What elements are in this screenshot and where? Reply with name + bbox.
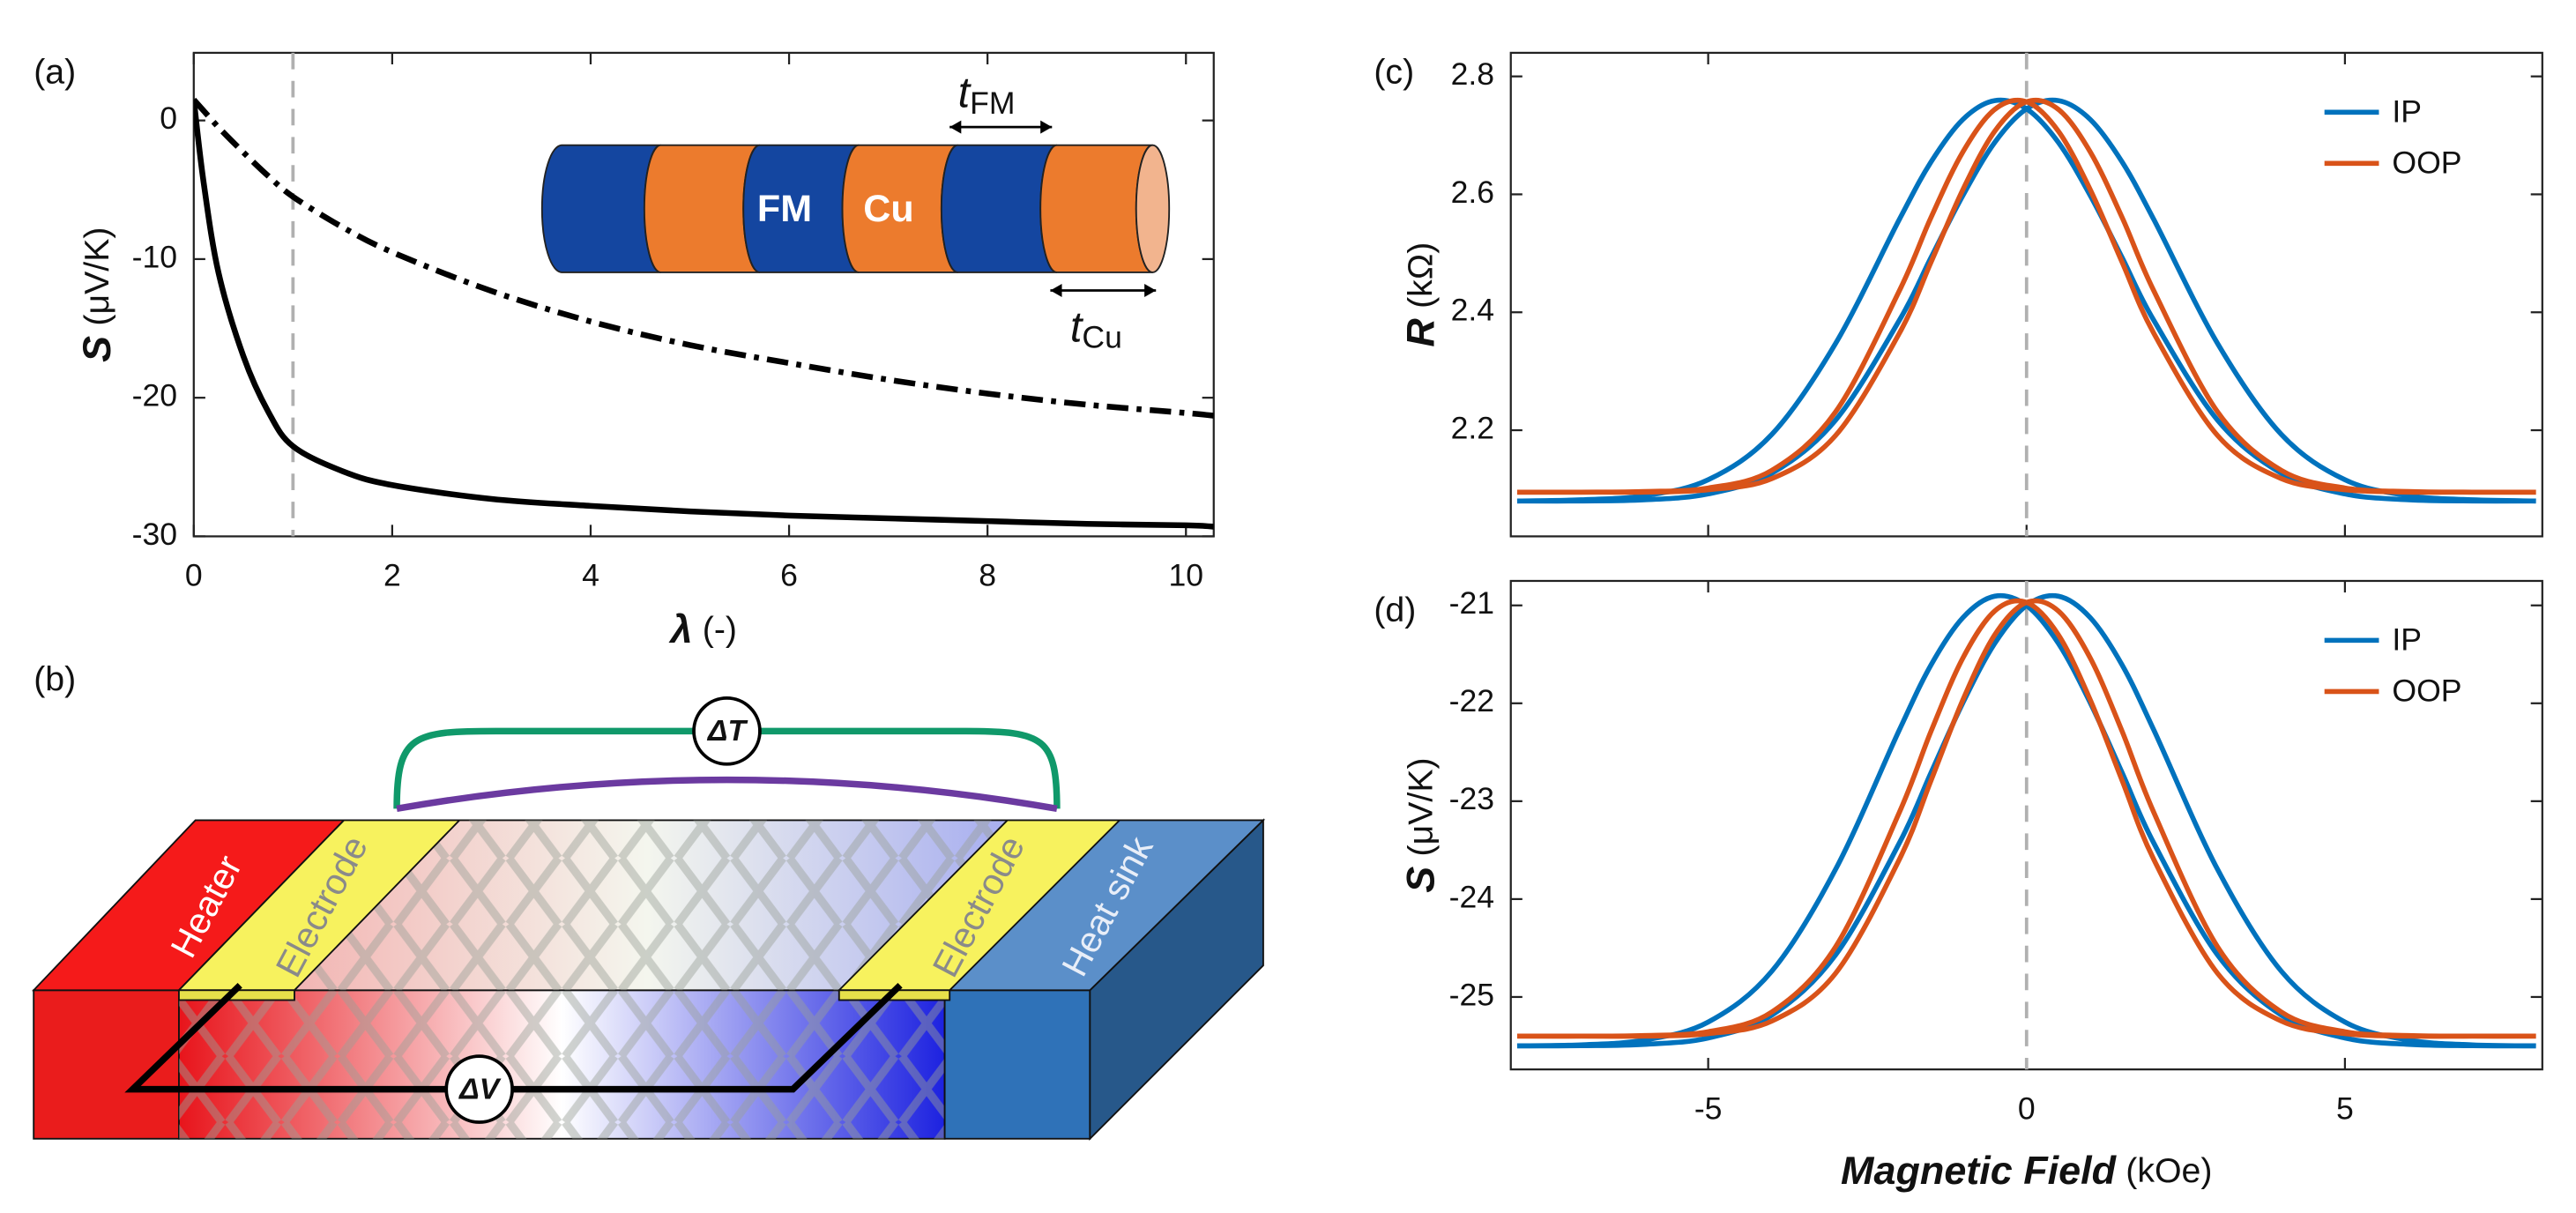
x-tick-label: 0 [2018,1090,2036,1126]
y-tick-label: -23 [1449,781,1494,816]
line [1516,97,2536,495]
panel-label: (d) [1374,591,1416,629]
axes-box [1509,579,2543,1071]
y-tick-label: 2.8 [1451,56,1494,92]
meter [444,1054,514,1124]
x-axis-label: Magnetic Field (kOe) [1841,1148,2212,1193]
axis-symbol: S [1397,867,1442,893]
axes-box [192,51,1215,538]
inset-label: Cu [863,188,913,230]
x-axis-label: λ (-) [668,606,737,651]
axis-unit: (μV/K) [1402,757,1441,856]
wire [393,727,1061,809]
axis-unit: (kΩ) [1402,242,1441,309]
y-tick-label: -10 [132,239,177,274]
arrowheads [1050,284,1157,297]
meter [692,696,762,766]
meter-label: ΔT [706,715,748,748]
panel-label: (c) [1374,53,1414,92]
y-tick-label: -30 [132,517,177,552]
panel-label: (a) [34,53,76,92]
axis-symbol: R [1397,318,1442,347]
y-axis-label: S (μV/K) [74,227,119,361]
line [193,99,1214,530]
x-tick-label: 8 [979,558,996,593]
symbol: t [958,69,972,116]
symbol: t [1070,303,1084,351]
y-axis-label: R (kΩ) [1397,242,1442,347]
line [1516,97,2536,504]
axis-symbol: Magnetic Field [1841,1148,2118,1193]
y-tick-label: 2.2 [1451,410,1494,445]
y-tick-label: -22 [1449,683,1494,718]
y-tick-label: -25 [1449,977,1494,1012]
y-tick-label: 2.4 [1451,293,1494,328]
x-tick-label: 10 [1168,558,1203,593]
legend-label: IP [2392,622,2422,658]
y-axis-label: S (μV/K) [1397,757,1442,892]
subscript: Cu [1082,320,1121,355]
x-tick-label: 5 [2336,1090,2354,1126]
line [1516,598,2536,1039]
legend-label: OOP [2392,673,2461,709]
inset-label: FM [757,188,812,230]
axis-unit: (-) [703,610,737,649]
panel-label: (b) [34,660,76,699]
line [1516,97,2536,504]
y-tick-label: 2.6 [1451,175,1494,210]
legend-label: IP [2392,94,2422,130]
x-tick-label: 2 [383,558,401,593]
axis-symbol: S [74,336,119,362]
subscript: FM [970,86,1015,121]
y-tick-label: -20 [132,378,177,413]
wire [396,776,1058,813]
x-tick-label: -5 [1694,1090,1723,1126]
axis-symbol: λ [668,606,693,651]
inset-label: tCu [1070,303,1122,355]
line [193,97,1214,419]
device [32,818,1266,1142]
y-tick-label: -21 [1449,585,1494,621]
inset-label: tFM [958,69,1016,121]
inset-cylinder [540,144,1171,273]
y-tick-label: -24 [1449,879,1494,914]
axis-unit: (μV/K) [78,227,116,325]
y-tick-label: 0 [160,100,177,136]
x-tick-label: 4 [582,558,599,593]
x-tick-label: 6 [780,558,798,593]
meter-label: ΔV [458,1073,502,1105]
legend-label: OOP [2392,145,2461,181]
x-tick-label: 0 [185,558,203,593]
axis-unit: (kOe) [2126,1151,2212,1190]
arrowheads [949,120,1053,134]
